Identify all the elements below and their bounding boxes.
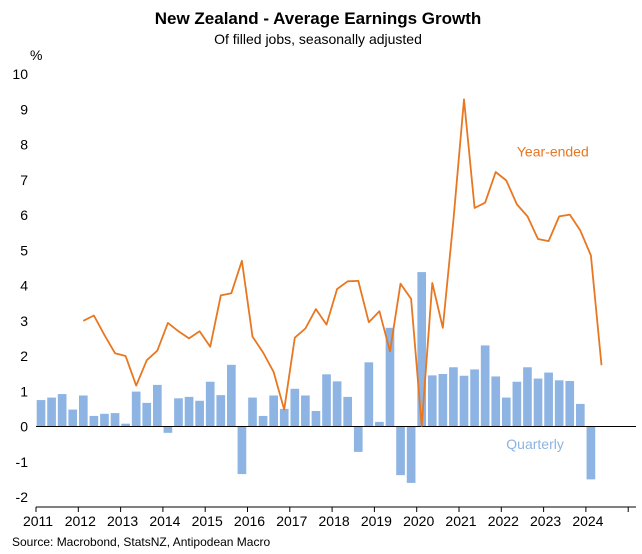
quarterly-bar — [195, 400, 204, 427]
quarterly-bar — [174, 398, 183, 427]
quarterly-bar — [121, 423, 130, 427]
quarterly-bar — [375, 421, 384, 427]
quarterly-bar — [152, 384, 162, 427]
quarterly-bar — [205, 381, 215, 427]
quarterly-bar — [163, 426, 173, 433]
y-tick-label: 2 — [20, 348, 28, 364]
quarterly-bar — [237, 426, 247, 475]
quarterly-bar — [449, 367, 458, 427]
quarterly-bar — [332, 381, 342, 427]
x-tick-label: 2012 — [65, 513, 96, 529]
x-tick-label: 2019 — [361, 513, 392, 529]
quarterly-bar — [343, 396, 353, 427]
y-tick-label: 0 — [20, 419, 28, 435]
quarterly-bar — [131, 391, 141, 427]
x-tick-label: 2020 — [403, 513, 434, 529]
quarterly-bar — [544, 372, 553, 427]
quarterly-bar — [269, 395, 278, 427]
x-tick-label: 2023 — [530, 513, 561, 529]
x-tick-label: 2011 — [23, 513, 53, 529]
x-tick-label: 2015 — [192, 513, 223, 529]
quarterly-bar — [100, 413, 109, 427]
quarterly-bar — [184, 396, 194, 427]
y-tick-label: 6 — [20, 207, 28, 223]
quarterly-bar — [353, 426, 363, 452]
y-tick-label: 1 — [20, 383, 28, 399]
year-ended-line — [82, 98, 603, 427]
y-axis-unit-label: % — [30, 47, 42, 63]
quarterly-bars — [36, 272, 596, 483]
quarterly-bar — [406, 426, 416, 483]
quarterly-bar — [68, 409, 78, 427]
quarterly-bar — [227, 364, 236, 427]
x-tick-label: 2022 — [488, 513, 519, 529]
quarterly-bar — [586, 426, 596, 480]
y-tick-label: -2 — [16, 489, 29, 505]
year-ended-label: Year-ended — [517, 144, 589, 160]
quarterly-bar — [396, 426, 405, 476]
quarterly-bar — [438, 373, 448, 427]
quarterly-bar — [554, 380, 564, 427]
y-tick-label: 4 — [20, 278, 28, 294]
x-tick-label: 2021 — [445, 513, 476, 529]
quarterly-bar — [491, 376, 501, 427]
quarterly-bar — [501, 397, 511, 427]
y-tick-label: 3 — [20, 313, 28, 329]
x-tick-label: 2016 — [234, 513, 265, 529]
quarterly-bar — [89, 415, 99, 427]
quarterly-bar — [575, 403, 585, 427]
y-tick-label: -1 — [16, 454, 29, 470]
quarterly-bar — [523, 367, 532, 427]
quarterly-bar — [142, 402, 152, 427]
x-tick-label: 2024 — [572, 513, 603, 529]
y-tick-label: 7 — [20, 172, 28, 188]
quarterly-bar — [258, 415, 268, 427]
quarterly-bar — [480, 345, 490, 427]
quarterly-bar — [533, 378, 543, 427]
source-note: Source: Macrobond, StatsNZ, Antipodean M… — [12, 535, 270, 549]
quarterly-bar — [322, 374, 331, 427]
quarterly-bar — [427, 375, 437, 427]
quarterly-bar — [364, 362, 374, 427]
x-tick-label: 2013 — [107, 513, 138, 529]
series-annotations: Year-ended Quarterly — [506, 144, 588, 453]
quarterly-bar — [216, 395, 226, 427]
quarterly-bar — [78, 395, 88, 427]
quarterly-bar — [385, 327, 395, 427]
chart-title: New Zealand - Average Earnings Growth — [155, 9, 482, 28]
y-tick-label: 9 — [20, 101, 28, 117]
quarterly-bar — [512, 381, 522, 427]
y-tick-label: 8 — [20, 137, 28, 153]
quarterly-bar — [470, 369, 479, 427]
quarterly-bar — [311, 410, 321, 427]
x-tick-label: 2014 — [149, 513, 180, 529]
quarterly-label: Quarterly — [506, 436, 564, 452]
x-tick-label: 2017 — [276, 513, 307, 529]
chart-subtitle: Of filled jobs, seasonally adjusted — [214, 31, 422, 47]
quarterly-bar — [290, 388, 300, 427]
quarterly-bar — [279, 408, 289, 427]
quarterly-bar — [57, 394, 67, 427]
x-axis: 2011 2012 2013 2014 2015 2016 2017 2018 2019 2020… — [23, 506, 636, 529]
y-tick-label: 5 — [20, 242, 28, 258]
quarterly-bar — [417, 272, 427, 427]
year-ended-line-group — [82, 98, 603, 427]
y-tick-label: 10 — [12, 66, 28, 82]
quarterly-bar — [301, 395, 310, 427]
quarterly-bar — [110, 413, 120, 427]
quarterly-bar — [459, 375, 469, 427]
quarterly-bar — [36, 400, 46, 427]
y-axis-ticks: -2 -1 0 1 2 3 4 5 6 7 8 9 10 — [12, 66, 28, 505]
quarterly-bar — [47, 397, 56, 427]
x-tick-label: 2018 — [319, 513, 350, 529]
quarterly-bar — [248, 397, 257, 427]
quarterly-bar — [565, 381, 575, 427]
